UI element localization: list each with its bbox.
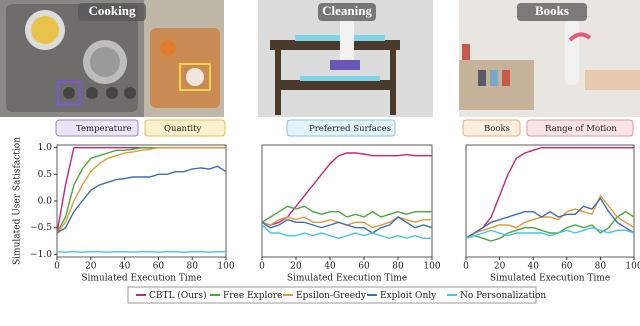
- y-axis-label: Simulated User Satisfaction: [13, 137, 23, 265]
- books-image: [459, 0, 640, 117]
- tag: Preferred Surfaces: [309, 124, 391, 134]
- x-tick-label: 60: [358, 262, 370, 272]
- x-axis-label: Simulated Execution Time: [490, 274, 610, 284]
- x-axis-label: Simulated Execution Time: [81, 274, 201, 284]
- series-line: [465, 147, 634, 239]
- cooking-image: [0, 0, 224, 117]
- x-axis-label: Simulated Execution Time: [287, 274, 407, 284]
- panel-title: Books: [535, 3, 569, 18]
- panel-title: Cooking: [89, 3, 136, 18]
- x-tick-label: 100: [625, 262, 640, 272]
- series-line: [261, 152, 432, 226]
- plot-frame: [465, 144, 635, 258]
- series-line: [261, 216, 433, 234]
- x-tick-label: 60: [153, 262, 165, 272]
- y-tick-label: 0.0: [38, 197, 53, 207]
- x-tick-label: 40: [119, 262, 131, 272]
- panel-title: Cleaning: [322, 3, 372, 18]
- series-line: [465, 194, 635, 239]
- series-line: [56, 250, 226, 253]
- y-tick-label: 0.5: [38, 170, 53, 180]
- x-tick-label: 0: [259, 262, 265, 272]
- tag-box: [526, 119, 634, 137]
- x-tick-label: 80: [186, 262, 198, 272]
- x-tick-label: 40: [324, 262, 336, 272]
- y-tick-label: −0.5: [30, 223, 52, 233]
- tag: Quantity: [164, 124, 202, 134]
- series-line: [465, 197, 635, 239]
- legend-label: No Personalization: [460, 291, 546, 301]
- tag: Books: [484, 124, 510, 134]
- x-tick-label: 0: [54, 262, 60, 272]
- series-line: [261, 224, 432, 240]
- x-tick-label: 80: [392, 262, 404, 272]
- x-tick-label: 100: [423, 262, 440, 272]
- series-line: [56, 147, 226, 234]
- series-line: [465, 210, 635, 242]
- x-tick-label: 100: [217, 262, 234, 272]
- series-line: [56, 147, 226, 234]
- y-tick-label: −1.0: [30, 250, 52, 260]
- x-tick-label: 0: [463, 262, 469, 272]
- legend-label: Exploit Only: [380, 291, 437, 301]
- series-line: [56, 165, 227, 234]
- x-tick-label: 40: [527, 262, 539, 272]
- x-tick-label: 20: [494, 262, 506, 272]
- tag-box: [462, 119, 521, 137]
- tag: Range of Motion: [545, 124, 617, 134]
- series-line: [465, 226, 635, 239]
- legend-label: Epsilon-Greedy: [296, 291, 367, 301]
- series-line: [261, 205, 432, 223]
- y-tick-label: 1.0: [38, 143, 53, 153]
- legend-box: [127, 286, 537, 304]
- series-line: [56, 147, 226, 234]
- tag: Temperature: [76, 124, 132, 134]
- tag-box: [144, 119, 226, 137]
- legend-label: CBTL (Ours): [149, 290, 206, 301]
- tag-box: [286, 119, 396, 137]
- x-tick-label: 80: [595, 262, 607, 272]
- x-tick-label: 20: [290, 262, 302, 272]
- tag-box: [55, 119, 139, 137]
- x-tick-label: 60: [561, 262, 573, 272]
- legend-label: Free Explore: [223, 291, 282, 301]
- cleaning-image: [258, 0, 433, 117]
- x-tick-label: 20: [85, 262, 97, 272]
- plot-frame: [261, 144, 433, 258]
